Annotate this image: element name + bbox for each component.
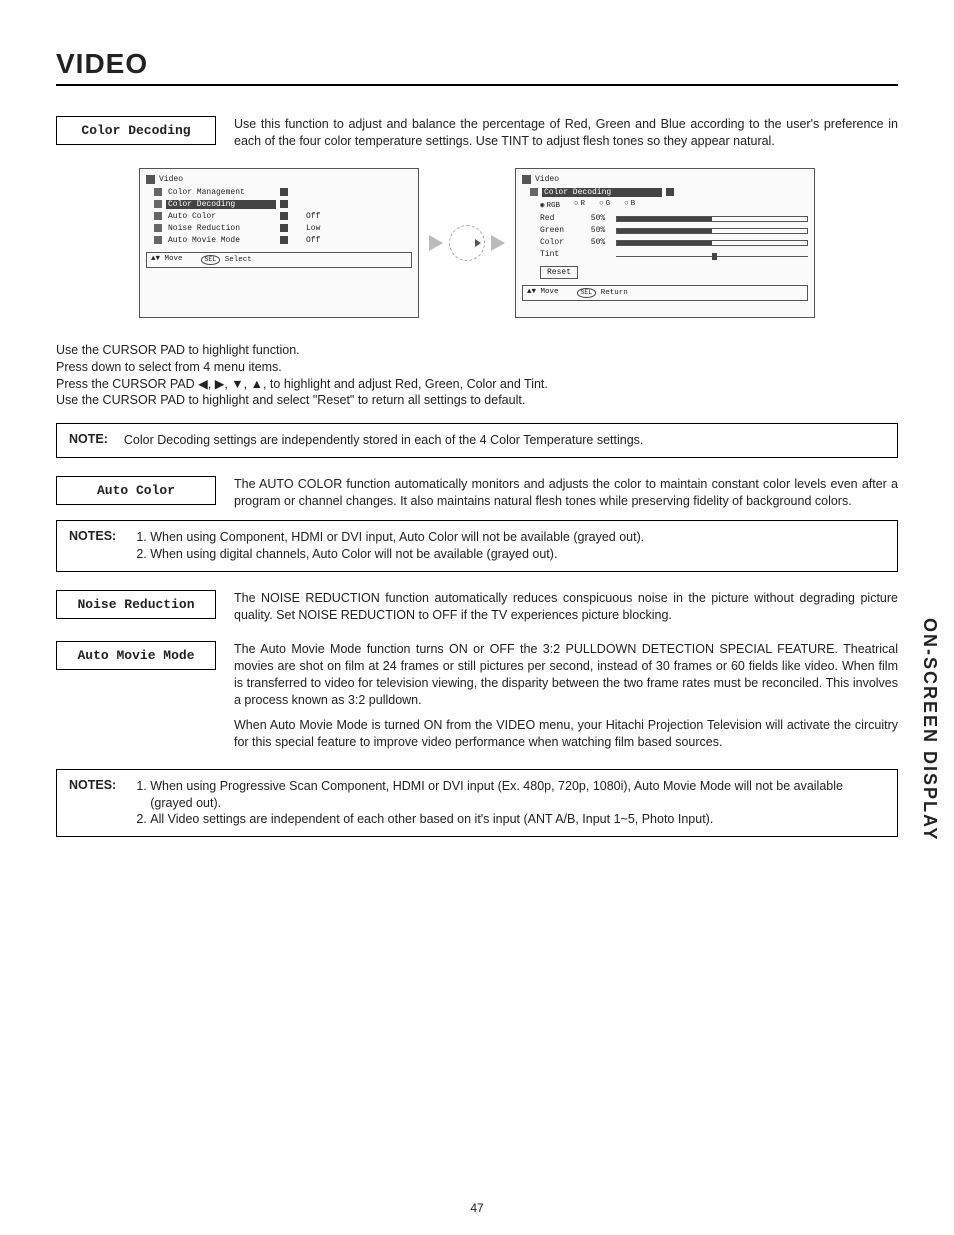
page-title: VIDEO xyxy=(56,48,898,86)
menu-item-label: Color Decoding xyxy=(166,200,276,209)
footer-select: Select xyxy=(225,256,252,264)
label-noise-reduction: Noise Reduction xyxy=(56,590,216,619)
label-auto-movie-mode: Auto Movie Mode xyxy=(56,641,216,670)
instruction-line: Press the CURSOR PAD ◀, ▶, ▼, ▲, to high… xyxy=(56,376,898,393)
label-auto-color: Auto Color xyxy=(56,476,216,505)
page-number: 47 xyxy=(0,1201,954,1215)
desc-auto-color: The AUTO COLOR function automatically mo… xyxy=(234,476,898,510)
slider-value: 50% xyxy=(586,238,610,247)
slider-value: 50% xyxy=(586,214,610,223)
osd-menu-item[interactable]: Auto Color Off xyxy=(154,211,412,222)
tint-label: Tint xyxy=(540,250,580,259)
instructions-block: Use the CURSOR PAD to highlight function… xyxy=(56,342,898,410)
reset-button[interactable]: Reset xyxy=(540,266,578,279)
radio-option[interactable]: G xyxy=(599,200,610,210)
note-box-1: NOTE: Color Decoding settings are indepe… xyxy=(56,423,898,458)
note-text: Color Decoding settings are independentl… xyxy=(124,432,644,449)
menu-item-value: Off xyxy=(306,236,320,245)
note-item: All Video settings are independent of ea… xyxy=(150,811,885,828)
osd-menu-item[interactable]: Noise Reduction Low xyxy=(154,223,412,234)
chevron-icon xyxy=(280,212,288,220)
slider-bar[interactable] xyxy=(616,228,808,234)
video-icon xyxy=(522,175,531,184)
radio-option[interactable]: B xyxy=(624,200,635,210)
section-color-decoding: Color Decoding Use this function to adju… xyxy=(56,116,898,150)
menu-item-value: Low xyxy=(306,224,320,233)
video-icon xyxy=(146,175,155,184)
submenu-icon xyxy=(530,188,538,196)
menu-item-icon xyxy=(154,236,162,244)
arrow-icon xyxy=(491,235,505,251)
arrow-group xyxy=(429,225,505,261)
note-item: When using Progressive Scan Component, H… xyxy=(150,778,885,812)
note-item: When using digital channels, Auto Color … xyxy=(150,546,644,563)
osd-right-footer: ▲▼ Move SEL Return xyxy=(522,285,808,301)
slider-bar[interactable] xyxy=(616,240,808,246)
notes-label: NOTES: xyxy=(69,778,116,829)
dpad-icon xyxy=(449,225,485,261)
arrow-down-icon xyxy=(666,188,674,196)
side-tab: ON-SCREEN DISPLAY xyxy=(919,618,940,841)
slider-row: Green 50% xyxy=(540,226,808,236)
section-auto-color: Auto Color The AUTO COLOR function autom… xyxy=(56,476,898,510)
amm-p1: The Auto Movie Mode function turns ON or… xyxy=(234,641,898,709)
instruction-line: Press down to select from 4 menu items. xyxy=(56,359,898,376)
chevron-icon xyxy=(280,236,288,244)
osd-figure-row: Video Color Management Color Decoding Au… xyxy=(56,168,898,318)
osd-left-panel: Video Color Management Color Decoding Au… xyxy=(139,168,419,318)
instruction-line: Use the CURSOR PAD to highlight and sele… xyxy=(56,392,898,409)
desc-auto-movie-mode: The Auto Movie Mode function turns ON or… xyxy=(234,641,898,758)
instruction-line: Use the CURSOR PAD to highlight function… xyxy=(56,342,898,359)
menu-item-label: Auto Movie Mode xyxy=(166,236,276,245)
menu-item-label: Color Management xyxy=(166,188,276,197)
radio-option[interactable]: RGB xyxy=(540,200,560,210)
arrow-icon xyxy=(429,235,443,251)
section-auto-movie-mode: Auto Movie Mode The Auto Movie Mode func… xyxy=(56,641,898,758)
label-color-decoding: Color Decoding xyxy=(56,116,216,145)
desc-color-decoding: Use this function to adjust and balance … xyxy=(234,116,898,150)
notes-auto-color: NOTES: When using Component, HDMI or DVI… xyxy=(56,520,898,572)
chevron-icon xyxy=(280,224,288,232)
menu-item-label: Noise Reduction xyxy=(166,224,276,233)
footer-move: Move xyxy=(541,288,559,296)
menu-item-icon xyxy=(154,188,162,196)
radio-option[interactable]: R xyxy=(574,200,585,210)
osd-menu-item[interactable]: Color Management xyxy=(154,187,412,198)
note-label: NOTE: xyxy=(69,432,108,449)
slider-label: Color xyxy=(540,238,580,247)
footer-move: Move xyxy=(165,255,183,263)
amm-p2: When Auto Movie Mode is turned ON from t… xyxy=(234,717,898,751)
slider-label: Red xyxy=(540,214,580,223)
slider-value: 50% xyxy=(586,226,610,235)
osd-menu-item[interactable]: Color Decoding xyxy=(154,199,412,210)
notes-movie: NOTES: When using Progressive Scan Compo… xyxy=(56,769,898,838)
osd-menu-item[interactable]: Auto Movie Mode Off xyxy=(154,235,412,246)
menu-item-icon xyxy=(154,224,162,232)
menu-item-icon xyxy=(154,212,162,220)
osd-left-footer: ▲▼ Move SEL Select xyxy=(146,252,412,268)
slider-row: Red 50% xyxy=(540,214,808,224)
sel-icon: SEL xyxy=(577,288,597,298)
section-noise-reduction: Noise Reduction The NOISE REDUCTION func… xyxy=(56,590,898,624)
sel-icon: SEL xyxy=(201,255,221,265)
notes-label: NOTES: xyxy=(69,529,116,563)
footer-return: Return xyxy=(601,289,628,297)
osd-left-title: Video xyxy=(159,175,183,184)
osd-right-title: Video xyxy=(535,175,559,184)
osd-right-panel: Video Color Decoding RGBRGB Red 50% Gree… xyxy=(515,168,815,318)
osd-right-subtitle: Color Decoding xyxy=(542,188,662,197)
tint-slider[interactable] xyxy=(616,256,808,257)
slider-row: Color 50% xyxy=(540,238,808,248)
chevron-icon xyxy=(280,188,288,196)
menu-item-label: Auto Color xyxy=(166,212,276,221)
menu-item-value: Off xyxy=(306,212,320,221)
note-item: When using Component, HDMI or DVI input,… xyxy=(150,529,644,546)
desc-noise-reduction: The NOISE REDUCTION function automatical… xyxy=(234,590,898,624)
chevron-icon xyxy=(280,200,288,208)
slider-bar[interactable] xyxy=(616,216,808,222)
radio-row: RGBRGB xyxy=(540,200,808,210)
slider-label: Green xyxy=(540,226,580,235)
menu-item-icon xyxy=(154,200,162,208)
